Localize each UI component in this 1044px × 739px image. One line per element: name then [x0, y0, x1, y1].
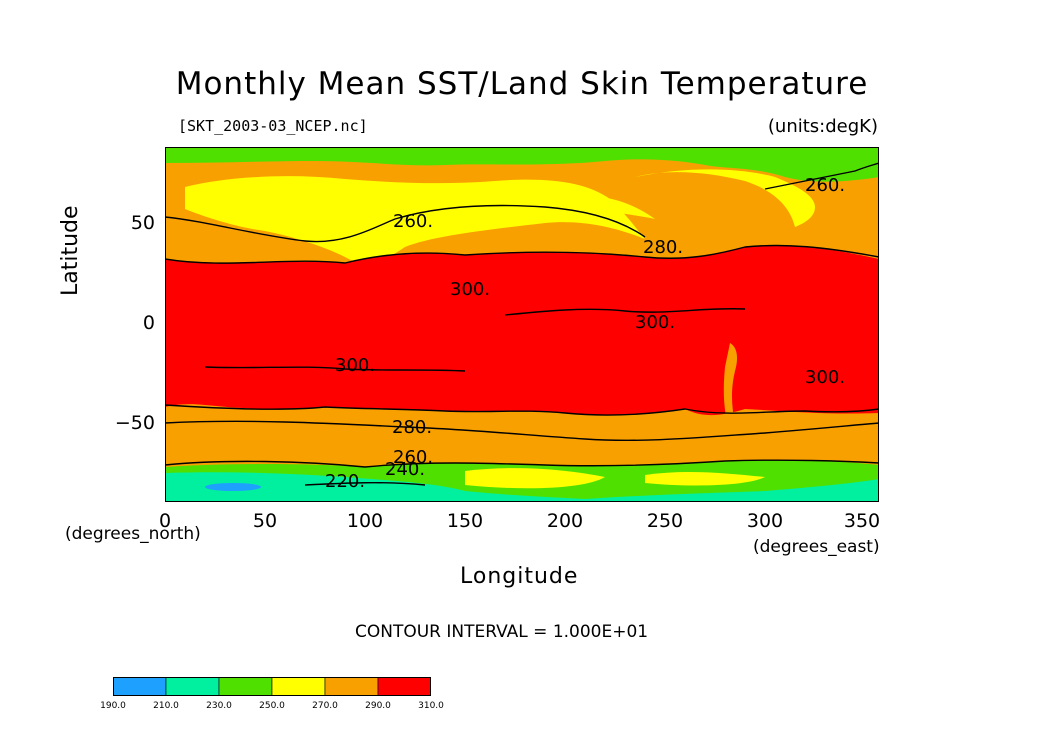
x-tick-100: 100: [346, 510, 384, 532]
x-tick-350: 350: [843, 510, 881, 532]
y-tick-0: 0: [142, 312, 155, 334]
arctic-green-region: [165, 147, 879, 182]
contour-label: 260.: [393, 211, 433, 232]
cold-spot: [205, 483, 261, 491]
colorbar-swatch: [271, 677, 326, 696]
x-axis-label: Longitude: [460, 564, 579, 589]
colorbar: [113, 677, 431, 696]
plot-frame: [165, 147, 879, 502]
colorbar-frame: [113, 677, 431, 696]
andes-orange-region: [723, 343, 738, 432]
contour-interval-label: CONTOUR INTERVAL = 1.000E+01: [355, 622, 649, 642]
pacific-yellow-region: [585, 195, 655, 219]
colorbar-swatch: [324, 677, 379, 696]
colorbar-label: 250.0: [259, 701, 285, 711]
contour-label: 300.: [635, 312, 675, 333]
file-label: [SKT_2003-03_NCEP.nc]: [178, 117, 368, 135]
tropical-red-band: [165, 245, 879, 416]
canada-yellow-region: [635, 169, 815, 227]
plot-title: Monthly Mean SST/Land Skin Temperature: [175, 66, 869, 102]
contour-label: 240.: [385, 459, 425, 480]
antarctic-cyan-region: [165, 472, 879, 502]
contour-label: 280.: [392, 417, 432, 438]
contour-label: 280.: [643, 237, 683, 258]
north-units-label: (degrees_north): [65, 524, 201, 544]
x-tick-0: 0: [158, 510, 172, 532]
y-tick-50: 50: [130, 212, 155, 234]
colorbar-swatch: [377, 677, 431, 696]
contour-label: 260.: [805, 175, 845, 196]
colorbar-swatch: [113, 677, 167, 696]
contour-lines: [165, 162, 879, 486]
x-tick-250: 250: [646, 510, 684, 532]
x-tick-300: 300: [746, 510, 784, 532]
colorbar-label: 290.0: [365, 701, 391, 711]
contour-label: 300.: [805, 367, 845, 388]
x-tick-150: 150: [446, 510, 484, 532]
y-tick-minus-50: −50: [114, 412, 155, 434]
contour-label-group: 260. 280. 300. 300. 300. 300. 280. 260. …: [325, 175, 845, 492]
colorbar-label: 190.0: [100, 701, 126, 711]
contour-label: 300.: [450, 279, 490, 300]
contour-label: 260.: [393, 447, 433, 468]
contour-label: 220.: [325, 471, 365, 492]
northern-yellow-region: [185, 176, 645, 263]
colorbar-swatch: [165, 677, 220, 696]
units-label: (units:degK): [767, 116, 878, 137]
colorbar-label: 210.0: [153, 701, 179, 711]
y-axis-label: Latitude: [58, 205, 83, 296]
temperature-map: 260. 280. 300. 300. 300. 300. 280. 260. …: [165, 147, 879, 502]
antarctic-yellow-patch: [465, 468, 605, 489]
east-units-label: (degrees_east): [753, 537, 880, 557]
colorbar-swatch: [218, 677, 273, 696]
x-tick-50: 50: [252, 510, 278, 532]
contour-label: 300.: [335, 355, 375, 376]
colorbar-label: 310.0: [418, 701, 444, 711]
colorbar-label: 270.0: [312, 701, 338, 711]
antarctic-yellow-patch: [645, 471, 765, 486]
x-tick-200: 200: [546, 510, 584, 532]
colorbar-label: 230.0: [206, 701, 232, 711]
